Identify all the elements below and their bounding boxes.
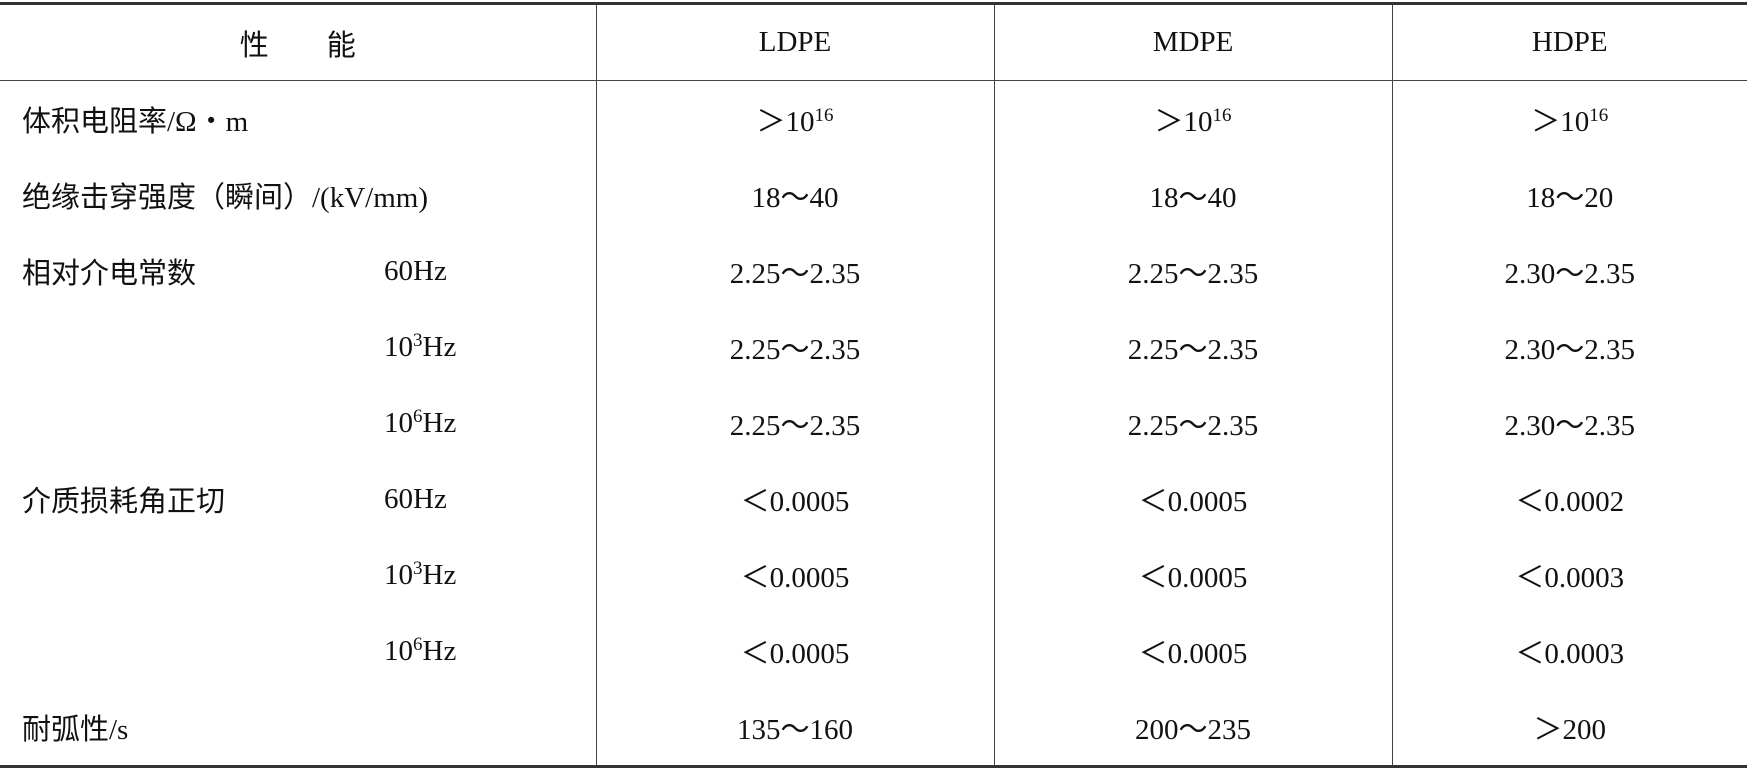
property-cell: 耐弧性/s bbox=[22, 714, 129, 746]
table-row: 体积电阻率/Ω・m ＞1016 ＞1016 ＞1016 bbox=[0, 80, 1747, 157]
value-cell: 2.30～2.35 bbox=[1391, 309, 1747, 385]
condition-cell: 106Hz bbox=[384, 613, 596, 689]
value-cell: ＜0.0003 bbox=[1391, 537, 1747, 613]
value-cell: ＞1016 bbox=[993, 80, 1393, 157]
superscript: 6 bbox=[413, 405, 423, 427]
property-cell bbox=[0, 537, 384, 613]
header-cell: MDPE bbox=[993, 3, 1393, 81]
property-cell: 绝缘击穿强度（瞬间）/(kV/mm) bbox=[22, 182, 428, 214]
cell-text: 10 bbox=[384, 558, 413, 591]
cell-text: 60Hz bbox=[384, 254, 447, 287]
superscript: 3 bbox=[413, 329, 423, 351]
value-cell: ＞1016 bbox=[1391, 80, 1747, 157]
superscript: 3 bbox=[413, 557, 423, 579]
superscript: 16 bbox=[1589, 105, 1609, 126]
table-row: 103Hz 2.25～2.35 2.25～2.35 2.30～2.35 bbox=[0, 309, 1747, 385]
value-cell: ＞1016 bbox=[595, 80, 995, 157]
value-cell: 2.25～2.35 bbox=[993, 309, 1393, 385]
value-cell: ＜0.0005 bbox=[993, 613, 1393, 689]
cell-text: ＞10 bbox=[1531, 106, 1590, 138]
table-row: 耐弧性/s 135～160 200～235 ＞200 bbox=[0, 689, 1747, 767]
value-cell: 18～40 bbox=[993, 157, 1393, 233]
unit: Hz bbox=[422, 634, 457, 667]
value-cell: 135～160 bbox=[595, 689, 995, 767]
condition-cell: 106Hz bbox=[384, 385, 596, 461]
value-cell: ＜0.0005 bbox=[993, 537, 1393, 613]
property-cell: 体积电阻率/Ω・m bbox=[22, 106, 249, 138]
superscript: 16 bbox=[814, 105, 834, 126]
header-row: 性 能 LDPE MDPE HDPE bbox=[0, 3, 1747, 81]
property-cell bbox=[0, 385, 384, 461]
value-cell: 18～40 bbox=[595, 157, 995, 233]
value-cell: 2.25～2.35 bbox=[595, 309, 995, 385]
property-cell bbox=[0, 309, 384, 385]
unit: Hz bbox=[422, 558, 457, 591]
property-cell bbox=[0, 613, 384, 689]
cell-text: ＞10 bbox=[756, 106, 815, 138]
table-row: 相对介电常数 60Hz 2.25～2.35 2.25～2.35 2.30～2.35 bbox=[0, 233, 1747, 309]
superscript: 16 bbox=[1212, 105, 1232, 126]
cell-text: 10 bbox=[384, 330, 413, 363]
table-body: 体积电阻率/Ω・m ＞1016 ＞1016 ＞1016 绝缘击穿强度（瞬间）/(kV/m… bbox=[0, 80, 1747, 767]
value-cell: 2.30～2.35 bbox=[1391, 233, 1747, 309]
cell-text: 60Hz bbox=[384, 482, 447, 515]
value-cell: 18～20 bbox=[1391, 157, 1747, 233]
value-cell: 2.25～2.35 bbox=[595, 385, 995, 461]
value-cell: ＞200 bbox=[1391, 689, 1747, 767]
unit: Hz bbox=[422, 330, 457, 363]
value-cell: ＜0.0002 bbox=[1391, 461, 1747, 537]
value-cell: 2.25～2.35 bbox=[993, 233, 1393, 309]
table-row: 106Hz ＜0.0005 ＜0.0005 ＜0.0003 bbox=[0, 613, 1747, 689]
header-cell: HDPE bbox=[1391, 3, 1747, 81]
condition-cell: 103Hz bbox=[384, 537, 596, 613]
value-cell: ＜0.0005 bbox=[993, 461, 1393, 537]
table-row: 介质损耗角正切 60Hz ＜0.0005 ＜0.0005 ＜0.0002 bbox=[0, 461, 1747, 537]
value-cell: 2.30～2.35 bbox=[1391, 385, 1747, 461]
condition-cell: 60Hz bbox=[384, 461, 596, 537]
unit: Hz bbox=[422, 406, 457, 439]
cell-text: 10 bbox=[384, 634, 413, 667]
value-cell: ＜0.0005 bbox=[595, 613, 995, 689]
property-cell: 介质损耗角正切 bbox=[22, 486, 226, 518]
cell-text: 10 bbox=[384, 406, 413, 439]
header-cell: 性 能 bbox=[0, 3, 597, 81]
value-cell: 2.25～2.35 bbox=[595, 233, 995, 309]
value-cell: ＜0.0003 bbox=[1391, 613, 1747, 689]
value-cell: ＜0.0005 bbox=[595, 461, 995, 537]
condition-cell: 103Hz bbox=[384, 309, 596, 385]
value-cell: 200～235 bbox=[993, 689, 1393, 767]
header-cell: LDPE bbox=[595, 3, 995, 81]
table-row: 绝缘击穿强度（瞬间）/(kV/mm) 18～40 18～40 18～20 bbox=[0, 157, 1747, 233]
table-row: 103Hz ＜0.0005 ＜0.0005 ＜0.0003 bbox=[0, 537, 1747, 613]
property-cell: 相对介电常数 bbox=[22, 258, 197, 290]
table-row: 106Hz 2.25～2.35 2.25～2.35 2.30～2.35 bbox=[0, 385, 1747, 461]
cell-text: ＞10 bbox=[1154, 106, 1213, 138]
superscript: 6 bbox=[413, 633, 423, 655]
value-cell: 2.25～2.35 bbox=[993, 385, 1393, 461]
value-cell: ＜0.0005 bbox=[595, 537, 995, 613]
condition-cell: 60Hz bbox=[384, 233, 596, 309]
